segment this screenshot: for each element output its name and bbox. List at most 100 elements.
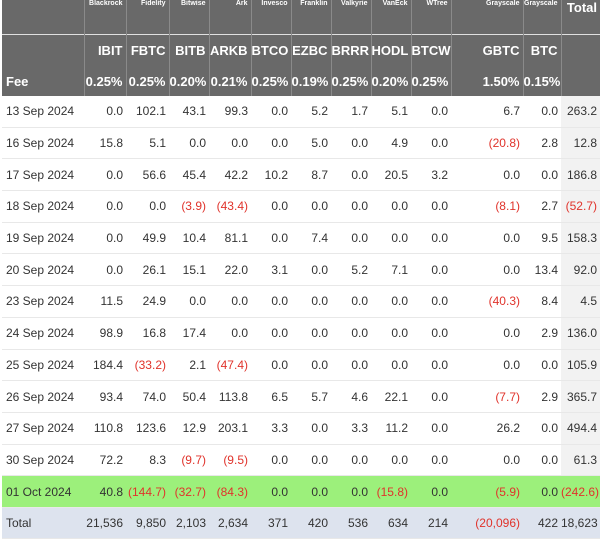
table-row: 17 Sep 2024 0.0 56.6 45.4 42.2 10.2 8.7 0.0 20.5… (2, 158, 600, 192)
table-row: 16 Sep 2024 15.8 5.1 0.0 0.0 0.0 5.0 0.0 4.9 0.0(… (2, 127, 600, 160)
flow-cell: (15.8) (371, 475, 411, 508)
flow-cell: 0.0 (411, 412, 451, 445)
flow-cell: 72.2 (84, 444, 126, 477)
totals-row: Total 21,536 9,850 2,103 2,634 371 420 536 634 21… (2, 507, 600, 539)
flow-cell: (47.4) (209, 349, 251, 382)
flow-cell: (5.9) (451, 475, 523, 508)
flow-cell: 26.2 (451, 412, 523, 445)
table-row: 19 Sep 2024 0.0 49.9 10.4 81.1 0.0 7.4 0.0 0.0 0.… (2, 222, 600, 255)
flow-cell: 16.8 (126, 317, 169, 350)
flow-cell: 0.0 (451, 253, 523, 287)
flow-cell: 0.0 (126, 190, 169, 223)
flow-cell: 21,536 (84, 507, 126, 539)
flow-cell: 214 (411, 507, 451, 539)
flow-cell: 0.0 (291, 349, 331, 382)
row-total-cell: 4.5 (561, 285, 600, 318)
flow-cell: 2.9 (523, 317, 561, 350)
flow-cell: 0.0 (331, 444, 371, 477)
flow-cell: 5.7 (291, 380, 331, 413)
flow-cell: 1.7 (331, 96, 371, 128)
flow-cell: 0.0 (251, 190, 291, 223)
flow-cell: 40.8 (84, 475, 126, 508)
flow-cell: 42.2 (209, 158, 251, 192)
flow-cell: 0.0 (523, 412, 561, 445)
flow-cell: (20.8) (451, 127, 523, 160)
ticker-header: EZBC (290, 34, 331, 66)
table-row: 30 Sep 2024 72.2 8.3 (9.7) (9.5) 0.0 0.0 0.0 0.0… (2, 444, 600, 477)
row-total-cell: 105.9 (561, 349, 600, 382)
flow-cell: 184.4 (84, 349, 126, 382)
ticker-header: HODL (370, 34, 411, 66)
flow-cell: 0.0 (169, 127, 209, 160)
ticker-header (560, 34, 600, 66)
date-cell: 17 Sep 2024 (2, 158, 84, 192)
date-cell: 23 Sep 2024 (2, 285, 84, 318)
row-total-cell: 494.4 (561, 412, 600, 445)
flow-cell: 0.0 (411, 190, 451, 223)
issuer-name: Valkyrie (330, 0, 371, 35)
flow-cell: 536 (331, 507, 371, 539)
flow-cell: 6.5 (251, 380, 291, 413)
flow-cell: 3.3 (251, 412, 291, 445)
fee-value (560, 66, 600, 96)
table-row: 18 Sep 2024 0.0 0.0 (3.9) (43.4) 0.0 0.0 0.0 0.0… (2, 190, 600, 223)
date-cell: 16 Sep 2024 (2, 127, 84, 160)
table-body: 13 Sep 2024 0.0 102.1 43.1 99.3 0.0 5.2 1.7 5.1 0… (2, 96, 600, 539)
flow-cell: 5.1 (126, 127, 169, 160)
flow-cell: 0.0 (291, 412, 331, 445)
flow-cell: 74.0 (126, 380, 169, 413)
flow-cell: 0.0 (523, 444, 561, 477)
fee-value: 0.25% (330, 66, 371, 96)
row-total-cell: 158.3 (561, 222, 600, 255)
flow-cell: 0.0 (371, 317, 411, 350)
issuer-name: Invesco (250, 0, 291, 35)
flow-cell: 0.0 (331, 127, 371, 160)
issuer-name: Grayscale (450, 0, 523, 35)
flow-cell: (9.7) (169, 444, 209, 477)
fee-value: 0.25% (83, 66, 126, 96)
flow-cell: 0.0 (523, 475, 561, 508)
flow-cell: 0.0 (251, 475, 291, 508)
flow-cell: 0.0 (251, 317, 291, 350)
flow-cell: 0.0 (411, 253, 451, 287)
flow-cell: 0.0 (169, 285, 209, 318)
flow-cell: 10.4 (169, 222, 209, 255)
flow-cell: 0.0 (523, 349, 561, 382)
date-cell: 01 Oct 2024 (2, 475, 84, 508)
flow-cell: 2.7 (523, 190, 561, 223)
fee-value: 0.25% (410, 66, 451, 96)
table-row: 01 Oct 2024 40.8 (144.7) (32.7) (84.3) 0.0 0.0… (2, 475, 600, 508)
flow-cell: 5.0 (291, 127, 331, 160)
date-cell: 25 Sep 2024 (2, 349, 84, 382)
issuer-name: Blackrock (83, 0, 126, 35)
flow-cell: 8.7 (291, 158, 331, 192)
flow-cell: (144.7) (126, 475, 169, 508)
flow-cell: 0.0 (251, 127, 291, 160)
flow-cell: 8.3 (126, 444, 169, 477)
flow-cell: 0.0 (451, 158, 523, 192)
table-row: 24 Sep 2024 98.9 16.8 17.4 0.0 0.0 0.0 0.0 0.0 0.… (2, 317, 600, 350)
row-total-cell: 263.2 (561, 96, 600, 128)
table-row: 23 Sep 2024 11.5 24.9 0.0 0.0 0.0 0.0 0.0 0.0 0.0… (2, 285, 600, 318)
flow-cell: 123.6 (126, 412, 169, 445)
date-cell: 13 Sep 2024 (2, 96, 84, 128)
flow-cell: 0.0 (411, 349, 451, 382)
flow-cell: (40.3) (451, 285, 523, 318)
flow-cell: 5.2 (291, 96, 331, 128)
flow-cell: 2.9 (523, 380, 561, 413)
date-cell: 30 Sep 2024 (2, 444, 84, 477)
table-row: 25 Sep 2024 184.4 (33.2) 2.1 (47.4) 0.0 0.0 0.0… (2, 349, 600, 382)
flow-cell: 0.0 (291, 475, 331, 508)
flow-cell: 0.0 (451, 349, 523, 382)
flow-cell: 0.0 (371, 444, 411, 477)
flow-cell: 10.2 (251, 158, 291, 192)
flow-cell: 0.0 (331, 349, 371, 382)
fee-value: 0.20% (168, 66, 209, 96)
flow-cell: 0.0 (84, 96, 126, 128)
table-row: 26 Sep 2024 93.4 74.0 50.4 113.8 6.5 5.7 4.6 22.… (2, 380, 600, 413)
flow-cell: 22.1 (371, 380, 411, 413)
ticker-header: IBIT (83, 34, 126, 66)
ticker-header: BITB (168, 34, 209, 66)
flow-cell: 15.8 (84, 127, 126, 160)
flow-cell: 49.9 (126, 222, 169, 255)
